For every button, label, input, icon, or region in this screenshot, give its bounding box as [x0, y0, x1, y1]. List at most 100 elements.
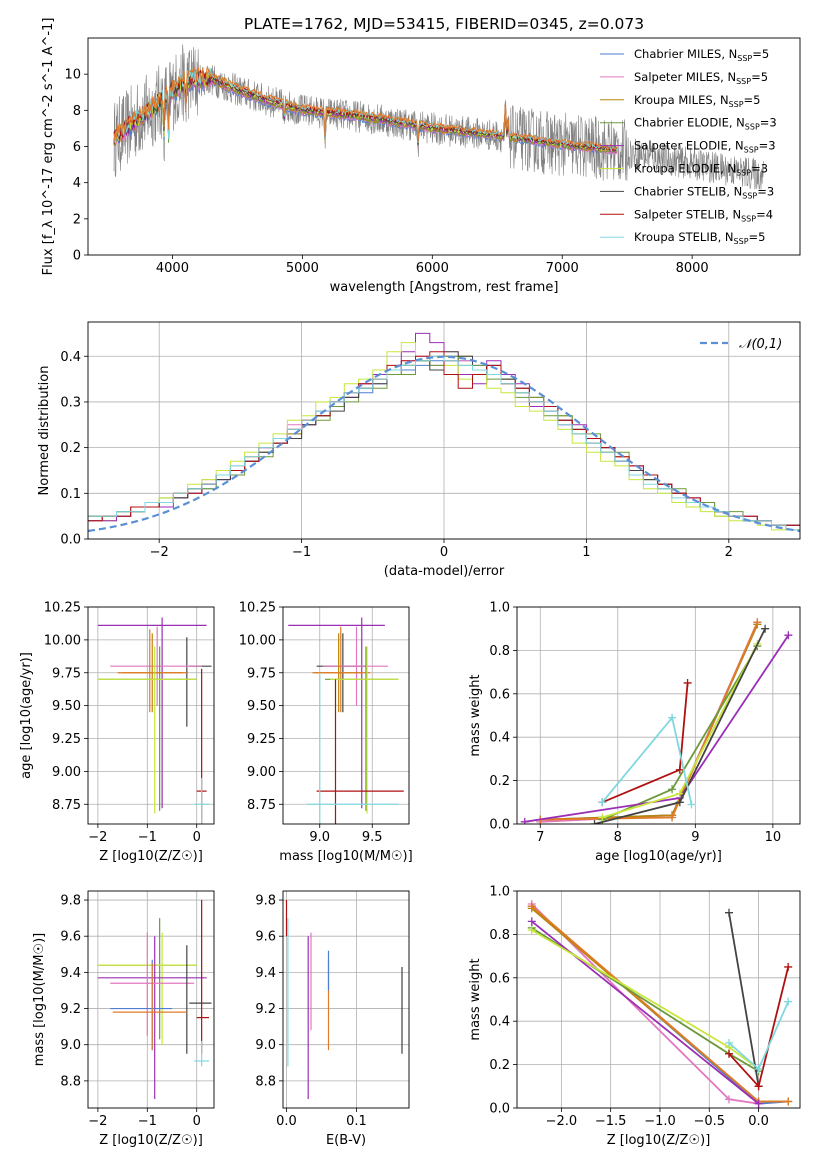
- normal-distribution-curve: [88, 355, 800, 533]
- axes-frame: [282, 606, 410, 825]
- series-marker-salpeter-elodie: [527, 917, 536, 926]
- y-axis-label: age [log10(age/yr)]: [19, 652, 34, 779]
- legend-entry: Chabrier MILES, NSSP=5: [634, 47, 769, 63]
- y-tick-label: 9.25: [52, 732, 81, 747]
- panel-massweight-vs-Z: −2.0 −1.5 −1.0 −0.5 0.0 0.0 0.2 0.4 0.6 0.8 1.0 Z […: [468, 885, 801, 1148]
- y-tick-label: 0.1: [60, 487, 81, 502]
- legend-entry: Chabrier STELIB, NSSP=3: [634, 184, 774, 200]
- y-axis-label: mass [log10(M/M☉)]: [32, 933, 47, 1066]
- plot-area: [97, 617, 212, 824]
- axes-frame: [87, 606, 215, 825]
- histogram-kroupa-stelib: [88, 355, 800, 531]
- series-line-kroupa-miles: [540, 624, 759, 821]
- axes-frame: [516, 890, 801, 1109]
- series-marker-salpeter-elodie: [520, 817, 529, 824]
- y-tick-label: 0.2: [489, 774, 510, 789]
- plot-area: [113, 44, 764, 190]
- y-axis-label: Normed distribution: [37, 366, 52, 496]
- y-tick-label: 9.25: [247, 732, 276, 747]
- x-tick-label: 0: [193, 1114, 201, 1129]
- y-tick-label: 0.2: [489, 1058, 510, 1073]
- series-marker-orange: [527, 902, 536, 911]
- y-axis-label: mass weight: [468, 958, 483, 1040]
- panel-mass-vs-EBV: 0.0 0.1 8.8 9.0 9.2 9.4 9.6 9.8 E(B-V): [255, 890, 410, 1148]
- x-axis-label: Z [log10(Z/Z☉)]: [99, 1133, 203, 1148]
- x-tick-label: −0.5: [693, 1114, 725, 1129]
- x-tick-label: −1: [138, 1114, 157, 1129]
- legend-entry: Kroupa STELIB, NSSP=5: [634, 230, 765, 246]
- y-axis-label: Flux [f_λ 10^-17 erg cm^-2 s^-1 A^-1]: [41, 18, 56, 276]
- axes-frame: [282, 890, 410, 1109]
- y-tick-label: 9.8: [255, 894, 276, 909]
- legend-entry: Salpeter ELODIE, NSSP=3: [634, 139, 776, 155]
- y-tick-label: 9.0: [60, 1038, 81, 1053]
- panel-age-vs-Z: −2 −1 0 8.75 9.00 9.25 9.50 9.75 10.00 10.25 Z [lo…: [19, 601, 215, 864]
- series-marker-salpeter-stelib: [754, 1082, 763, 1091]
- x-axis-label: mass [log10(M/M☉)]: [279, 849, 412, 864]
- x-tick-label: −1.0: [644, 1114, 676, 1129]
- y-tick-label: 9.8: [60, 894, 81, 909]
- x-tick-label: 0.0: [748, 1114, 769, 1129]
- y-tick-label: 2: [73, 212, 81, 227]
- y-tick-label: 0.4: [489, 731, 510, 746]
- y-tick-label: 0.0: [60, 533, 81, 548]
- series-marker-chabrier-stelib: [590, 820, 599, 824]
- x-axis-label: age [log10(age/yr)]: [595, 849, 722, 864]
- series-line-kroupa-stelib: [601, 715, 693, 805]
- x-tick-label: 8: [614, 830, 622, 845]
- panel-spectrum: 4000 5000 6000 7000 8000 0 2 4 6 8 10 wavelength [A…: [41, 18, 801, 295]
- panel-age-vs-mass: 9.0 9.5 8.75 9.00 9.25 9.50 9.75 10.00 10.25 mass…: [239, 601, 413, 865]
- y-tick-label: 0.6: [489, 687, 510, 702]
- y-tick-label: 9.50: [52, 699, 81, 714]
- x-tick-label: −2: [88, 1114, 107, 1129]
- x-tick-label: 7: [536, 830, 544, 845]
- legend-entry: Salpeter MILES, NSSP=5: [634, 70, 768, 86]
- series-marker-kroupa-stelib: [754, 1064, 763, 1073]
- y-tick-label: 9.4: [255, 966, 276, 981]
- series-marker-salpeter-elodie: [754, 1099, 763, 1108]
- y-tick-label: 9.0: [255, 1038, 276, 1053]
- panel-mass-vs-Z: −2 −1 0 8.8 9.0 9.2 9.4 9.6 9.8 Z [log10(Z/Z☉)] ma…: [32, 890, 215, 1148]
- series-marker-kroupa-elodie: [527, 926, 536, 935]
- x-axis-label: E(B-V): [326, 1133, 366, 1148]
- y-tick-label: 9.6: [255, 930, 276, 945]
- y-tick-label: 10.25: [239, 601, 276, 616]
- y-tick-label: 0.8: [489, 644, 510, 659]
- y-tick-label: 10.25: [44, 601, 81, 616]
- x-tick-label: 7000: [546, 261, 579, 276]
- y-tick-label: 0.0: [489, 1102, 510, 1117]
- x-tick-label: −1.5: [595, 1114, 627, 1129]
- figure-title: PLATE=1762, MJD=53415, FIBERID=0345, z=0…: [244, 15, 644, 33]
- y-tick-label: 9.50: [247, 699, 276, 714]
- y-tick-label: 0: [73, 249, 81, 264]
- panel-massweight-vs-age: 7 8 9 10 0.0 0.2 0.4 0.6 0.8 1.0 age [log10(age/yr…: [468, 601, 801, 864]
- x-axis-label: (data-model)/error: [384, 564, 505, 579]
- x-tick-label: 0: [193, 830, 201, 845]
- x-tick-label: −2.0: [546, 1114, 578, 1129]
- y-tick-label: 8.75: [52, 798, 81, 813]
- x-tick-label: 10: [765, 830, 782, 845]
- series-marker-chabrier-stelib: [761, 624, 770, 633]
- y-tick-label: 0.3: [60, 395, 81, 410]
- series-marker-salpeter-stelib: [683, 678, 692, 687]
- series-marker-salpeter-stelib: [675, 765, 684, 774]
- y-tick-label: 0.6: [489, 971, 510, 986]
- plot-area: [88, 332, 800, 533]
- x-tick-label: 1: [582, 545, 590, 560]
- plot-area: [527, 900, 793, 1108]
- y-tick-label: 0.0: [489, 818, 510, 833]
- series-line-chabrier-stelib: [728, 912, 760, 1087]
- y-tick-label: 0.2: [60, 441, 81, 456]
- panel-residuals: −2 −1 0 1 2 0.0 0.1 0.2 0.3 0.4 (data-model)/error…: [37, 321, 801, 579]
- spectrum-legend: Chabrier MILES, NSSP=5 Salpeter MILES, NS…: [600, 47, 777, 246]
- model-spectrum-orange: [113, 65, 618, 150]
- plot-area: [288, 617, 404, 824]
- axes-frame: [87, 321, 801, 540]
- y-tick-label: 9.6: [60, 930, 81, 945]
- legend-entry: Kroupa ELODIE, NSSP=3: [634, 162, 768, 178]
- x-tick-label: 8000: [676, 261, 709, 276]
- y-tick-label: 8: [73, 104, 81, 119]
- residual-legend: 𝒩(0,1): [700, 337, 782, 352]
